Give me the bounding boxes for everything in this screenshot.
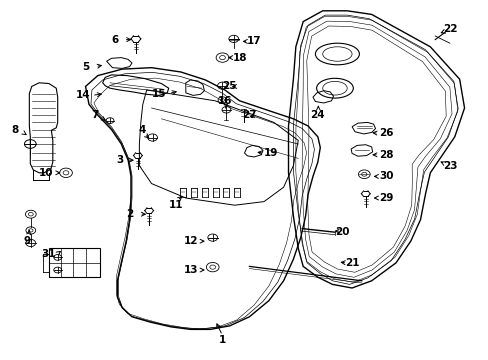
- Text: 1: 1: [219, 335, 225, 345]
- Text: 3: 3: [116, 155, 123, 165]
- Text: 16: 16: [217, 96, 232, 106]
- Text: 2: 2: [126, 209, 133, 219]
- Text: 31: 31: [41, 249, 56, 259]
- Text: 5: 5: [82, 62, 89, 72]
- Text: 28: 28: [378, 150, 393, 160]
- Text: 23: 23: [442, 161, 456, 171]
- Text: 8: 8: [11, 125, 18, 135]
- Text: 12: 12: [183, 236, 198, 246]
- Text: 10: 10: [39, 168, 54, 178]
- Text: 18: 18: [232, 53, 246, 63]
- Text: 9: 9: [23, 236, 30, 246]
- Bar: [49, 248, 100, 277]
- Text: 13: 13: [183, 265, 198, 275]
- Text: 25: 25: [222, 81, 237, 91]
- Text: 14: 14: [76, 90, 90, 100]
- Text: 26: 26: [378, 128, 393, 138]
- Text: 29: 29: [378, 193, 393, 203]
- Text: 11: 11: [168, 200, 183, 210]
- Text: 30: 30: [378, 171, 393, 181]
- Text: 6: 6: [111, 35, 118, 45]
- Text: 15: 15: [151, 89, 166, 99]
- Text: 19: 19: [264, 148, 278, 158]
- Text: 27: 27: [242, 110, 256, 120]
- Text: 4: 4: [138, 125, 145, 135]
- Text: 24: 24: [310, 110, 325, 120]
- Text: 22: 22: [442, 24, 456, 34]
- Text: 7: 7: [91, 110, 99, 120]
- Text: 20: 20: [334, 227, 349, 237]
- Text: 21: 21: [344, 258, 359, 268]
- Text: 17: 17: [246, 36, 261, 46]
